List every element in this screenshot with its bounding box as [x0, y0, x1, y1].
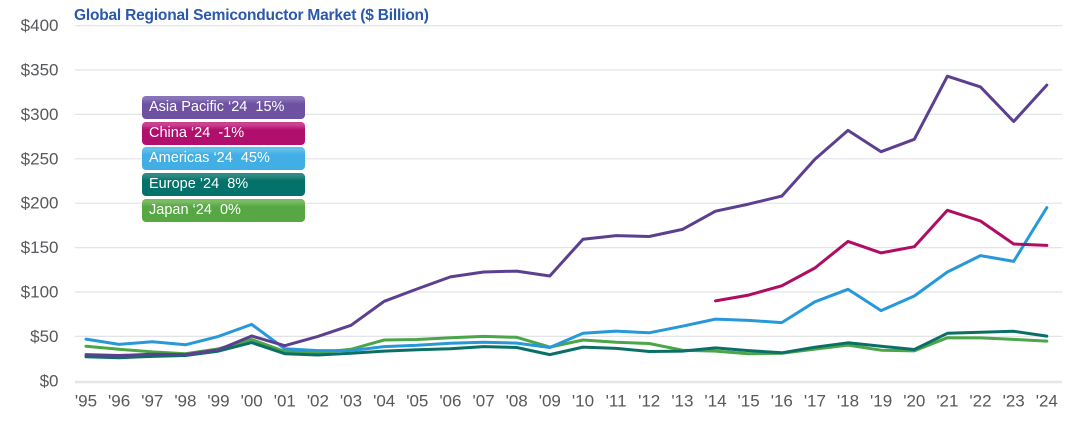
svg-text:'08: '08: [506, 392, 528, 411]
svg-text:'95: '95: [75, 392, 97, 411]
svg-text:$50: $50: [30, 327, 58, 346]
svg-text:'18: '18: [837, 392, 859, 411]
svg-text:'07: '07: [473, 392, 495, 411]
svg-text:'05: '05: [406, 392, 428, 411]
svg-text:'13: '13: [671, 392, 693, 411]
svg-text:'20: '20: [903, 392, 925, 411]
svg-text:'98: '98: [174, 392, 196, 411]
svg-text:$250: $250: [21, 149, 59, 168]
svg-text:$100: $100: [21, 283, 59, 302]
svg-text:'03: '03: [340, 392, 362, 411]
svg-text:'12: '12: [638, 392, 660, 411]
svg-text:'06: '06: [439, 392, 461, 411]
svg-text:'22: '22: [969, 392, 991, 411]
svg-text:$350: $350: [21, 61, 59, 80]
svg-text:'21: '21: [936, 392, 958, 411]
svg-text:$300: $300: [21, 105, 59, 124]
svg-text:'11: '11: [606, 392, 627, 411]
svg-text:'17: '17: [804, 392, 826, 411]
svg-text:'15: '15: [738, 392, 760, 411]
svg-text:'99: '99: [207, 392, 229, 411]
svg-text:$0: $0: [40, 371, 59, 390]
svg-text:$150: $150: [21, 238, 59, 257]
svg-text:'19: '19: [870, 392, 892, 411]
svg-text:'96: '96: [108, 392, 130, 411]
svg-text:'02: '02: [307, 392, 329, 411]
svg-text:'04: '04: [373, 392, 395, 411]
svg-text:'97: '97: [141, 392, 163, 411]
svg-text:'00: '00: [241, 392, 263, 411]
svg-text:'23: '23: [1003, 392, 1025, 411]
svg-text:'14: '14: [704, 392, 726, 411]
svg-text:'16: '16: [771, 392, 793, 411]
svg-text:'24: '24: [1036, 392, 1058, 411]
svg-text:'01: '01: [274, 392, 296, 411]
svg-text:'10: '10: [572, 392, 594, 411]
svg-text:$200: $200: [21, 194, 59, 213]
svg-text:'09: '09: [539, 392, 561, 411]
svg-text:$400: $400: [21, 16, 59, 35]
